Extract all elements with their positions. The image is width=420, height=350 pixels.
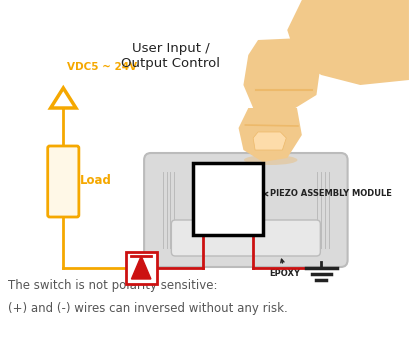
Polygon shape bbox=[287, 0, 409, 85]
Polygon shape bbox=[244, 38, 321, 110]
Text: User Input /
Output Control: User Input / Output Control bbox=[121, 42, 220, 70]
Text: EPOXY: EPOXY bbox=[270, 259, 301, 278]
Bar bbox=[193, 163, 263, 235]
Text: VDC5 ~ 24V: VDC5 ~ 24V bbox=[67, 62, 137, 72]
Text: (+) and (-) wires can inversed without any risk.: (+) and (-) wires can inversed without a… bbox=[8, 302, 288, 315]
Ellipse shape bbox=[244, 155, 297, 165]
Polygon shape bbox=[51, 88, 76, 108]
Text: The switch is not polarity sensitive:: The switch is not polarity sensitive: bbox=[8, 279, 217, 292]
Bar bbox=[126, 252, 157, 284]
Text: PIEZO ASSEMBLY MODULE: PIEZO ASSEMBLY MODULE bbox=[264, 189, 391, 198]
Polygon shape bbox=[239, 108, 302, 162]
Polygon shape bbox=[131, 256, 151, 279]
Text: Load: Load bbox=[80, 175, 112, 188]
FancyBboxPatch shape bbox=[171, 220, 320, 256]
FancyBboxPatch shape bbox=[144, 153, 348, 267]
Polygon shape bbox=[253, 132, 286, 150]
FancyBboxPatch shape bbox=[48, 146, 79, 217]
